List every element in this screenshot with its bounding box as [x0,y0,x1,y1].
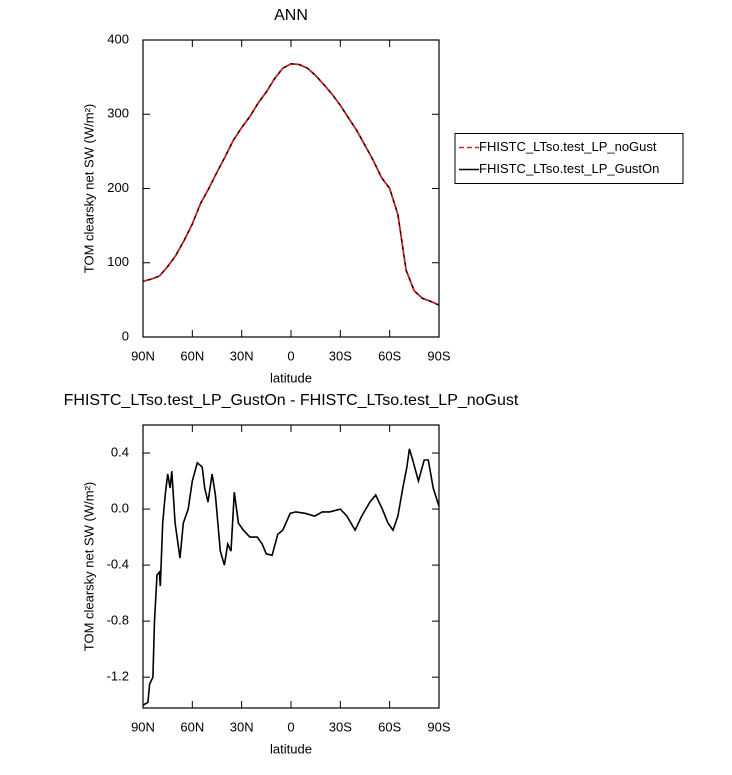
y-tick-label: -0.4 [107,557,129,572]
x-axis-label: latitude [270,741,312,756]
x-tick-label: 30S [329,719,352,734]
y-axis-label: TOM clearsky net SW (W/m²) [81,482,96,651]
plot-frame [142,424,440,709]
y-tick-label: 100 [107,254,129,269]
series-line [142,62,440,306]
y-tick-label: 0.4 [111,444,129,459]
y-tick-label: -0.8 [107,613,129,628]
legend-box [454,133,684,184]
chart-title: ANN [274,7,308,24]
series-line [142,62,440,306]
x-tick-label: 90S [427,348,450,363]
x-tick-label: 30S [329,348,352,363]
y-tick-label: 0.0 [111,500,129,515]
x-tick-label: 60N [180,719,204,734]
x-tick-label: 90S [427,719,450,734]
x-tick-label: 60N [180,348,204,363]
y-tick-label: -1.2 [107,669,129,684]
chart-title: FHISTC_LTso.test_LP_GustOn - FHISTC_LTso… [64,392,519,409]
x-tick-label: 90N [131,348,155,363]
x-tick-label: 60S [378,348,401,363]
x-tick-label: 60S [378,719,401,734]
x-tick-label: 30N [230,719,254,734]
plot-frame [142,39,440,338]
y-tick-label: 200 [107,180,129,195]
x-tick-label: 30N [230,348,254,363]
y-axis-label: TOM clearsky net SW (W/m²) [81,104,96,273]
x-axis-label: latitude [270,370,312,385]
legend-label: FHISTC_LTso.test_LP_noGust [479,139,657,154]
series-line [142,448,440,706]
y-tick-label: 400 [107,31,129,46]
x-tick-label: 0 [287,348,294,363]
y-tick-label: 300 [107,106,129,121]
y-tick-label: 0 [122,328,129,343]
legend-label: FHISTC_LTso.test_LP_GustOn [479,161,659,176]
x-tick-label: 90N [131,719,155,734]
x-tick-label: 0 [287,719,294,734]
